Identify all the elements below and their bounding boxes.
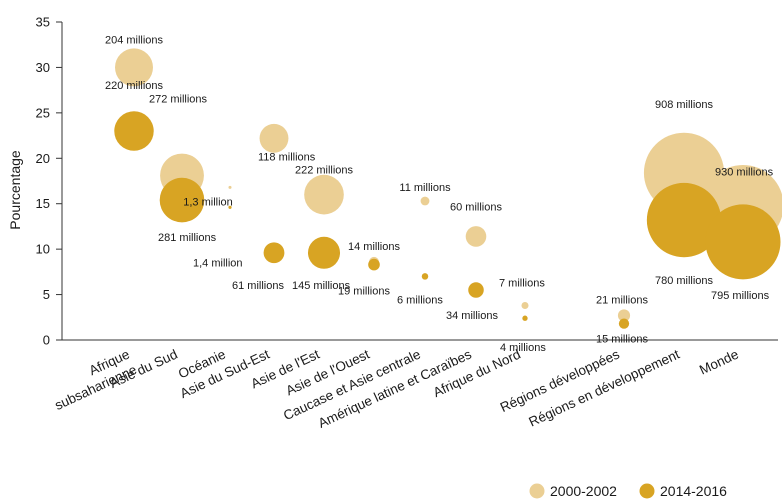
data-label: 930 millions <box>715 167 774 179</box>
bubble-late <box>646 182 722 258</box>
data-label: 7 millions <box>499 277 545 289</box>
bubble-early <box>115 48 153 87</box>
axes: 0 5 10 15 20 25 30 35 <box>36 15 778 348</box>
legend-swatch <box>529 483 545 499</box>
bubble-late <box>421 273 429 280</box>
bubble-late <box>368 258 380 271</box>
data-labels: 204 millions 272 millions 1,3 million 118 m… <box>105 34 774 354</box>
bubble-early <box>228 185 232 189</box>
bubble-early <box>521 301 529 309</box>
legend-swatch <box>639 483 655 499</box>
data-label: 1,3 million <box>183 196 233 208</box>
data-label: 204 millions <box>105 34 164 46</box>
bubble-early <box>304 174 344 215</box>
data-label: 34 millions <box>446 310 498 322</box>
data-label: 145 millions <box>292 280 351 292</box>
y-tick-label: 25 <box>36 105 50 120</box>
y-axis-title: Pourcentage <box>7 150 23 230</box>
data-label: 1,4 million <box>193 257 243 269</box>
data-label: 6 millions <box>397 294 443 306</box>
y-tick-label: 20 <box>36 151 50 166</box>
data-label: 21 millions <box>596 294 648 306</box>
legend-label: 2000-2002 <box>550 483 617 499</box>
y-tick-label: 5 <box>43 287 50 302</box>
y-tick-label: 35 <box>36 15 50 30</box>
bubble-late <box>114 111 154 151</box>
y-tick-label: 0 <box>43 333 50 348</box>
bubble-late <box>468 282 484 298</box>
bubble-late <box>263 242 285 264</box>
bubble-late <box>522 315 528 321</box>
bubble-late <box>307 236 341 269</box>
data-label: 60 millions <box>450 201 502 213</box>
bubble-early <box>617 309 631 322</box>
bubbles <box>114 48 782 329</box>
bubble-early <box>465 226 487 247</box>
y-tick-label: 15 <box>36 196 50 211</box>
y-tick-label: 30 <box>36 60 50 75</box>
legend-label: 2014-2016 <box>660 483 727 499</box>
data-label: 15 millions <box>596 334 648 346</box>
category-label-line: Monde <box>697 347 741 378</box>
data-label: 220 millions <box>105 80 164 92</box>
data-label: 272 millions <box>149 94 208 106</box>
y-tick-label: 10 <box>36 242 50 257</box>
bubble-early <box>420 196 430 206</box>
bubble-late <box>618 318 630 329</box>
data-label: 61 millions <box>232 280 284 292</box>
data-label: 780 millions <box>655 275 714 287</box>
data-label: 19 millions <box>338 286 390 298</box>
bubble-late <box>159 177 205 223</box>
bubble-early <box>259 123 289 153</box>
data-label: 4 millions <box>500 342 546 354</box>
data-label: 14 millions <box>348 241 400 253</box>
category-label: Monde <box>697 347 741 378</box>
data-label: 281 millions <box>158 232 217 244</box>
bubble-late <box>705 204 781 280</box>
data-label: 795 millions <box>711 290 770 302</box>
data-label: 11 millions <box>399 182 451 194</box>
bubble-late <box>228 205 232 209</box>
data-label: 118 millions <box>258 151 316 163</box>
data-label: 908 millions <box>655 99 714 111</box>
legend: 2000-2002 2014-2016 <box>529 483 727 499</box>
data-label: 222 millions <box>295 165 354 177</box>
